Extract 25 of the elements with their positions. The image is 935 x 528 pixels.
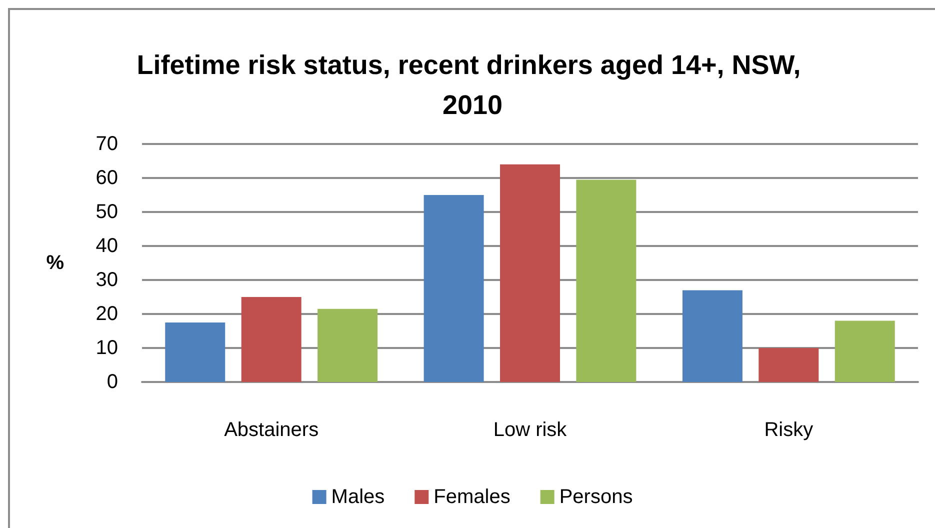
legend-label: Males <box>331 486 385 508</box>
y-tick-label: 70 <box>96 133 118 155</box>
x-tick-label: Abstainers <box>224 419 319 441</box>
bar <box>682 290 742 382</box>
y-tick-label: 40 <box>96 235 118 257</box>
y-tick-label: 20 <box>96 303 118 325</box>
bar <box>576 180 636 382</box>
legend-label: Females <box>434 486 510 508</box>
y-axis-title: % <box>46 252 64 274</box>
bar <box>318 308 378 382</box>
y-tick-label: 10 <box>96 337 118 359</box>
chart-title: Lifetime risk status, recent drinkers aged 14+, NSW, 2010 <box>136 50 808 120</box>
bar <box>424 195 484 382</box>
y-tick-label: 60 <box>96 167 118 189</box>
bar <box>834 320 895 382</box>
y-tick-label: 0 <box>106 371 118 393</box>
bar <box>500 164 560 382</box>
bar <box>758 348 819 382</box>
x-tick-label: Risky <box>764 419 814 441</box>
bar <box>241 297 302 382</box>
y-tick-label: 30 <box>96 269 118 291</box>
y-tick-label: 50 <box>96 201 118 223</box>
bar <box>165 322 226 382</box>
x-tick-label: Low risk <box>493 419 568 441</box>
legend-label: Persons <box>559 486 633 508</box>
